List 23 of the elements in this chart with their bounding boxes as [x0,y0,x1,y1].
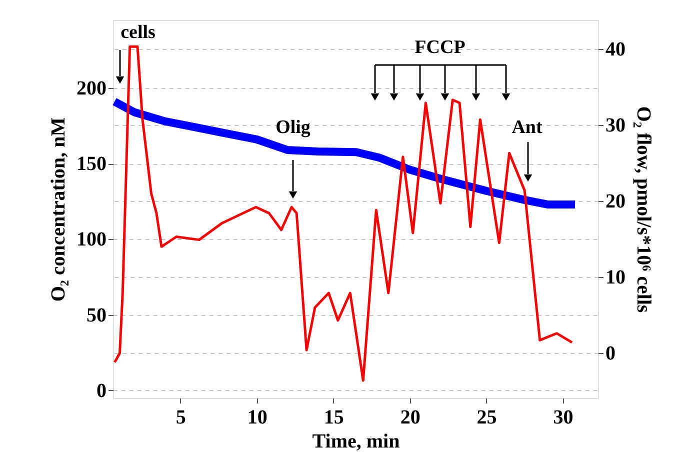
annotation: FCCP [414,37,466,58]
y-tick-label: 150 [76,153,106,176]
x-tick-label: 25 [476,406,497,428]
x-tick-label: 15 [324,406,344,428]
x-tick-label: 10 [247,406,268,428]
x-tick-label: 5 [176,406,186,428]
x-tick-label: 30 [553,406,574,428]
y2-tick-label: 20 [606,190,626,213]
annotation: Olig [276,117,311,138]
y2-tick-label: 30 [606,114,626,136]
x-tick-label: 20 [400,406,420,428]
y-tick-label: 200 [76,78,106,100]
y2-tick-label: 0 [606,342,616,365]
y-tick-label: 100 [76,228,106,251]
x-axis-title: Time, min [312,430,400,452]
annotation: Ant [512,117,543,138]
y2-tick-label: 40 [606,38,626,60]
y-axis-title: O₂ concentration, nM [48,117,70,302]
annotation: cells [120,22,156,43]
y-tick-label: 50 [86,304,106,326]
y2-tick-label: 10 [606,266,626,289]
y-tick-label: 0 [96,380,106,402]
y2-axis-title: O₂ flow, pmol/s*10⁶ cells [632,106,654,313]
